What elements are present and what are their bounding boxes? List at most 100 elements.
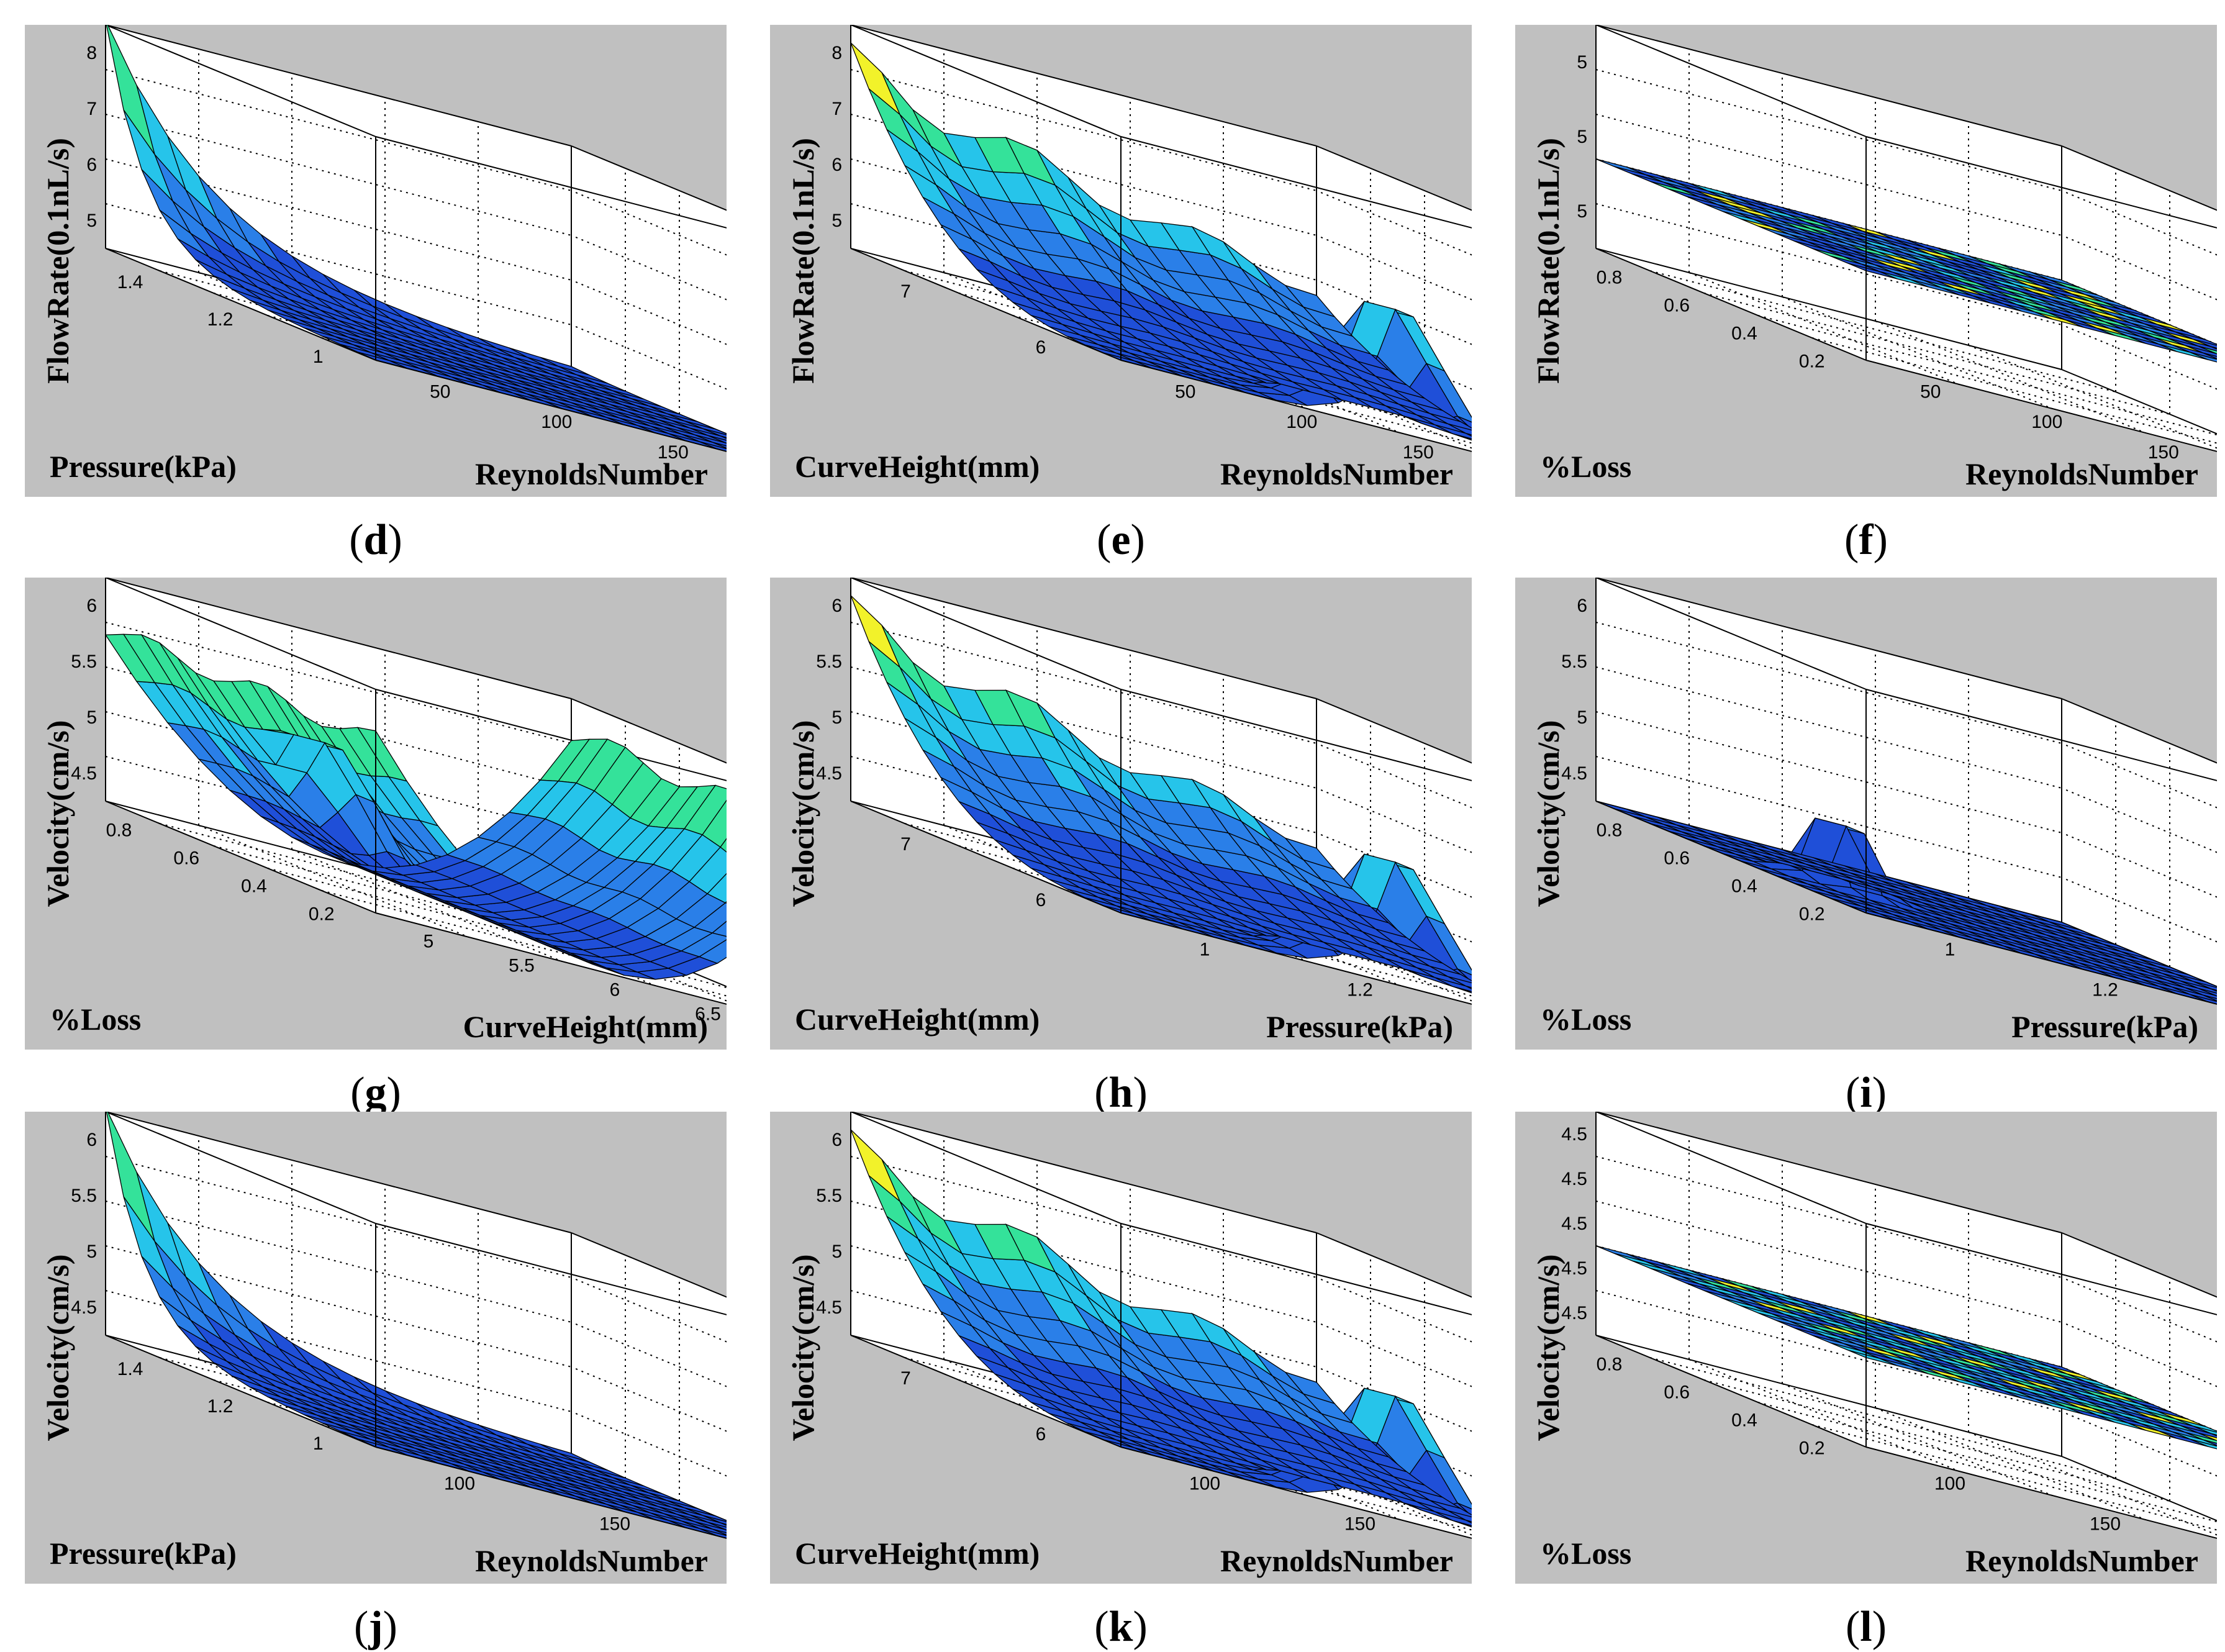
axis-box-edge <box>850 801 1122 914</box>
x-tick-label: 0.6 <box>173 848 199 869</box>
surface-mesh <box>850 42 1472 441</box>
x-tick-label: 6 <box>1036 337 1046 358</box>
x-axis-label: CurveHeight(mm) <box>795 449 1040 484</box>
x-tick-label: 7 <box>900 1368 911 1389</box>
axis-box-edge <box>571 190 727 256</box>
axis-box-edge <box>2061 145 2217 211</box>
y-tick-label: 1 <box>1200 940 1210 960</box>
axis-box-edge <box>105 801 376 914</box>
x-axis-label: %Loss <box>50 1002 141 1037</box>
caption-letter: h <box>1108 1069 1133 1117</box>
axis-box-edge <box>571 1277 727 1343</box>
axis-box-edge <box>1120 1446 1472 1539</box>
axis-box-edge <box>571 235 727 301</box>
caption-letter: g <box>365 1069 387 1117</box>
axis-box-edge <box>375 1446 727 1539</box>
axis-box-edge <box>1968 345 2217 449</box>
y-tick-label: 50 <box>430 381 450 402</box>
axis-box-edge <box>1316 1366 1472 1432</box>
axis-box-edge <box>1782 1383 2053 1496</box>
y-tick-label: 100 <box>1286 412 1317 432</box>
x-axis-label: %Loss <box>1540 1002 1631 1037</box>
axis-box-edge <box>1688 1359 1960 1472</box>
panel-k: 4.555.5667100150200Velocity(cm/s)CurveHe… <box>770 1112 1472 1651</box>
surface-cell <box>850 595 900 668</box>
x-tick-label: 7 <box>900 281 911 302</box>
axis-box-edge <box>1316 1232 1472 1298</box>
surface-plot-k: 4.555.5667100150200Velocity(cm/s)CurveHe… <box>786 1112 1472 1578</box>
x-tick-label: 0.2 <box>1799 352 1825 372</box>
x-tick-label: 7 <box>900 834 911 855</box>
x-axis-label: CurveHeight(mm) <box>795 1002 1040 1037</box>
x-tick-label: 0.2 <box>1799 904 1825 925</box>
z-tick-label: 5.5 <box>816 1186 842 1206</box>
axis-box-edge <box>1120 136 1472 229</box>
panel-caption-e: (e) <box>1097 516 1145 564</box>
panel-i: 4.555.560.20.40.60.811.21.4Velocity(cm/s… <box>1515 578 2217 1117</box>
y-tick-label: 100 <box>541 412 572 432</box>
surface-plot-g: 4.555.560.20.40.60.855.566.57Velocity(cm… <box>40 578 727 1044</box>
plot-area-e: 56786750100150200FlowRate(0.1nL/s)CurveH… <box>770 25 1472 497</box>
panel-caption-l: (l) <box>1845 1603 1887 1651</box>
axis-box-edge <box>105 1335 376 1448</box>
z-tick-label: 6 <box>832 1130 842 1150</box>
y-axis-label: Pressure(kPa) <box>1266 1009 1453 1044</box>
y-tick-label: 150 <box>2148 442 2179 463</box>
x-tick-label: 0.6 <box>1664 296 1690 316</box>
axis-box-edge <box>1782 296 2053 409</box>
x-tick-label: 6 <box>1036 890 1046 910</box>
z-tick-label: 5.5 <box>71 1186 97 1206</box>
axis-box-edge <box>2061 1456 2217 1522</box>
z-tick-label: 5 <box>832 1241 842 1262</box>
axis-box-edge <box>2061 877 2217 943</box>
y-tick-label: 100 <box>1934 1474 1965 1494</box>
z-axis-label: Velocity(cm/s) <box>40 1255 75 1441</box>
y-tick-label: 5.5 <box>509 956 535 976</box>
axis-box-edge <box>571 1322 727 1387</box>
axis-box-edge <box>375 136 727 229</box>
plot-area-f: 5550.20.40.60.850100150200FlowRate(0.1nL… <box>1515 25 2217 497</box>
surface-cell <box>1595 1245 1646 1262</box>
axis-box-edge <box>1865 360 2217 452</box>
axis-box-edge <box>571 279 727 345</box>
z-axis-label: Velocity(cm/s) <box>786 720 820 907</box>
z-tick-label: 5 <box>86 211 97 231</box>
z-axis-label: FlowRate(0.1nL/s) <box>786 138 820 384</box>
axis-box-edge <box>1316 1277 1472 1343</box>
x-tick-label: 0.8 <box>1597 820 1623 841</box>
axis-box-edge <box>1595 25 2062 147</box>
axis-box-edge <box>2061 235 2217 301</box>
caption-letter: i <box>1860 1069 1872 1117</box>
x-tick-label: 0.8 <box>1597 1355 1623 1375</box>
z-tick-label: 5 <box>86 707 97 728</box>
axis-box-edge <box>1875 1407 2146 1520</box>
y-tick-label: 100 <box>444 1474 475 1494</box>
y-tick-label: 50 <box>1175 381 1195 402</box>
x-tick-label: 1.2 <box>207 309 233 330</box>
axis-box-edge <box>1875 320 2146 433</box>
z-axis-label: Velocity(cm/s) <box>1531 720 1566 907</box>
y-tick-label: 150 <box>1403 442 1434 463</box>
y-tick-label: 1 <box>1945 940 1955 960</box>
z-tick-label: 6 <box>86 155 97 175</box>
x-tick-label: 0.2 <box>1799 1438 1825 1459</box>
axis-box-edge <box>1865 1446 2217 1539</box>
x-tick-label: 0.2 <box>309 904 335 925</box>
y-tick-label: 150 <box>1344 1514 1375 1535</box>
surface-plot-i: 4.555.560.20.40.60.811.21.4Velocity(cm/s… <box>1531 578 2217 1044</box>
axis-box-edge <box>2061 1277 2217 1343</box>
plot-area-l: 4.54.54.54.54.50.20.40.60.8100150200Velo… <box>1515 1112 2217 1584</box>
surface-plot-d: 567811.21.450100150200FlowRate(0.1nL/s)P… <box>40 25 727 491</box>
surface-plot-j: 4.555.5611.21.4100150200Velocity(cm/s)Pr… <box>40 1112 727 1578</box>
axis-box-edge <box>1223 897 1472 1002</box>
surface-mesh <box>1595 1245 2217 1450</box>
axis-box-edge <box>375 360 727 452</box>
axis-box-edge <box>850 578 1317 699</box>
y-tick-label: 1.2 <box>1347 980 1373 1001</box>
axis-box-edge <box>1316 279 1472 345</box>
axis-box-edge <box>2061 787 2217 853</box>
axis-box-edge <box>1223 345 1472 449</box>
axis-box-edge <box>1595 1112 1867 1224</box>
axis-box-edge <box>1595 578 2062 699</box>
back-wall-left <box>106 1112 571 1456</box>
